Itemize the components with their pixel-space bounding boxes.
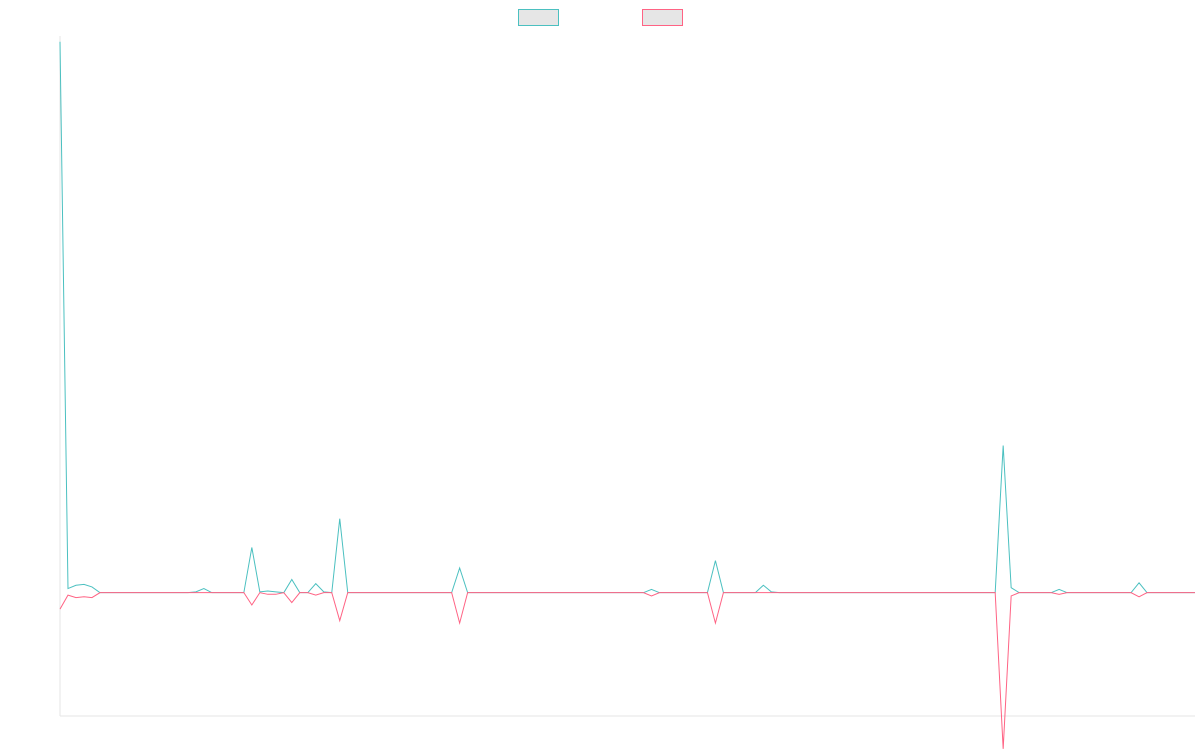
legend-swatch-2 [642,9,683,26]
chart-axes [59,36,1195,717]
series-line-2 [59,592,1195,749]
legend-swatch-1 [518,9,559,26]
legend [518,9,683,26]
chart-series [59,41,1195,749]
series-line-1 [59,41,1195,594]
